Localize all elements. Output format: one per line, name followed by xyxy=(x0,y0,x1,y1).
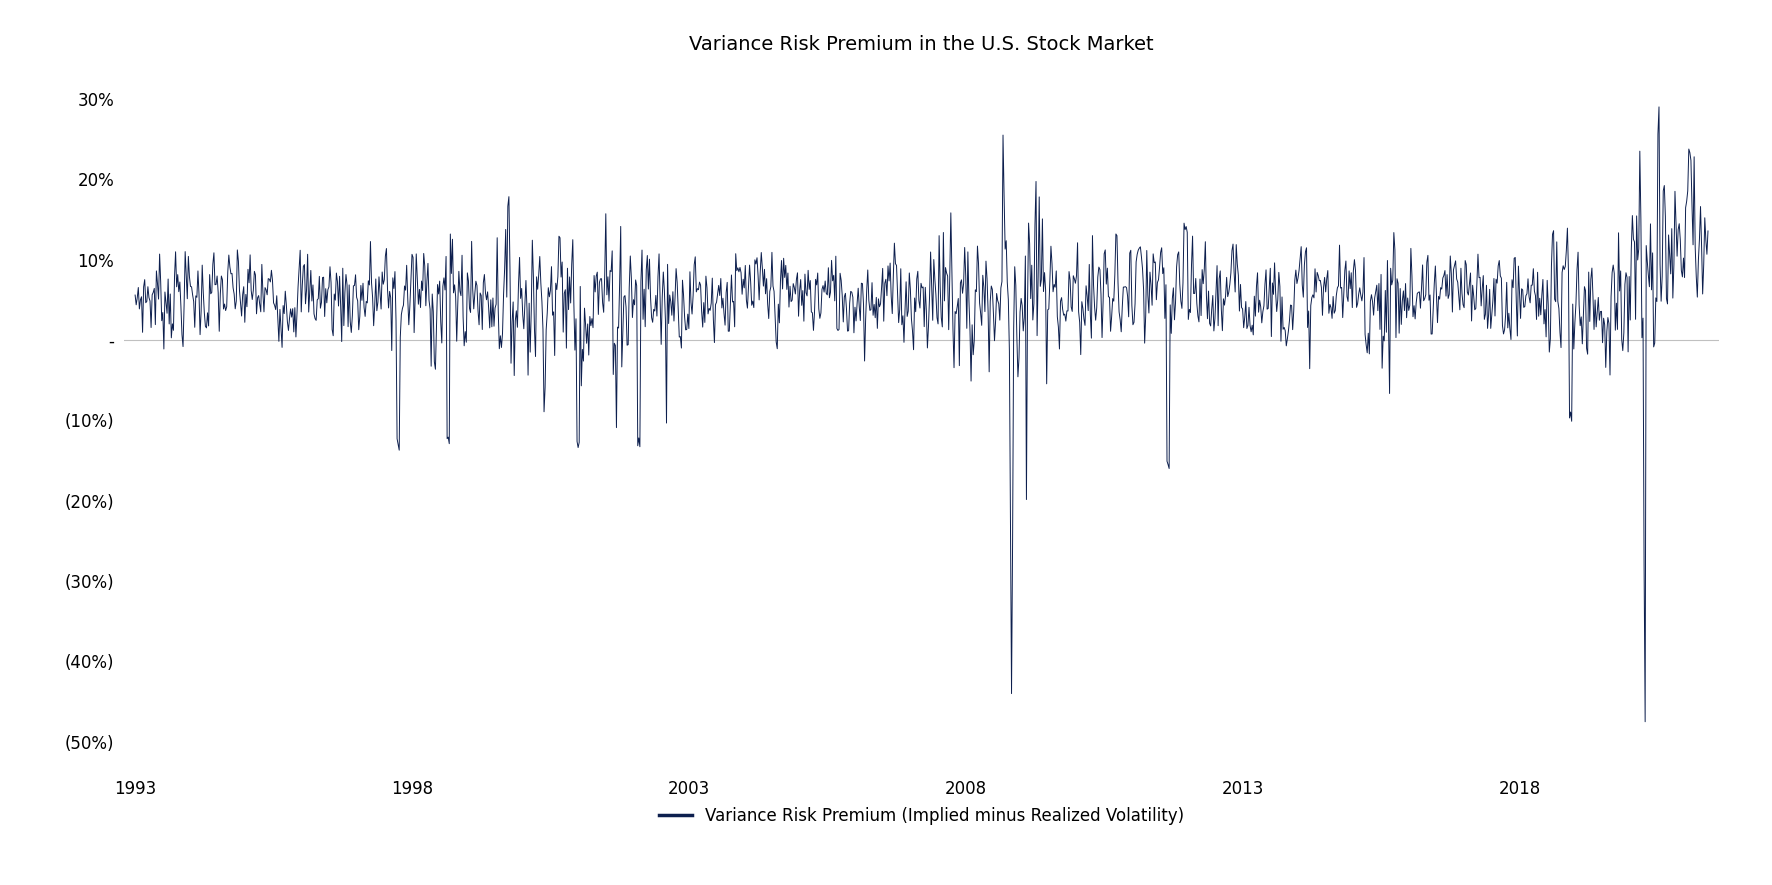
Legend: Variance Risk Premium (Implied minus Realized Volatility): Variance Risk Premium (Implied minus Rea… xyxy=(652,800,1191,832)
Title: Variance Risk Premium in the U.S. Stock Market: Variance Risk Premium in the U.S. Stock … xyxy=(689,35,1154,54)
